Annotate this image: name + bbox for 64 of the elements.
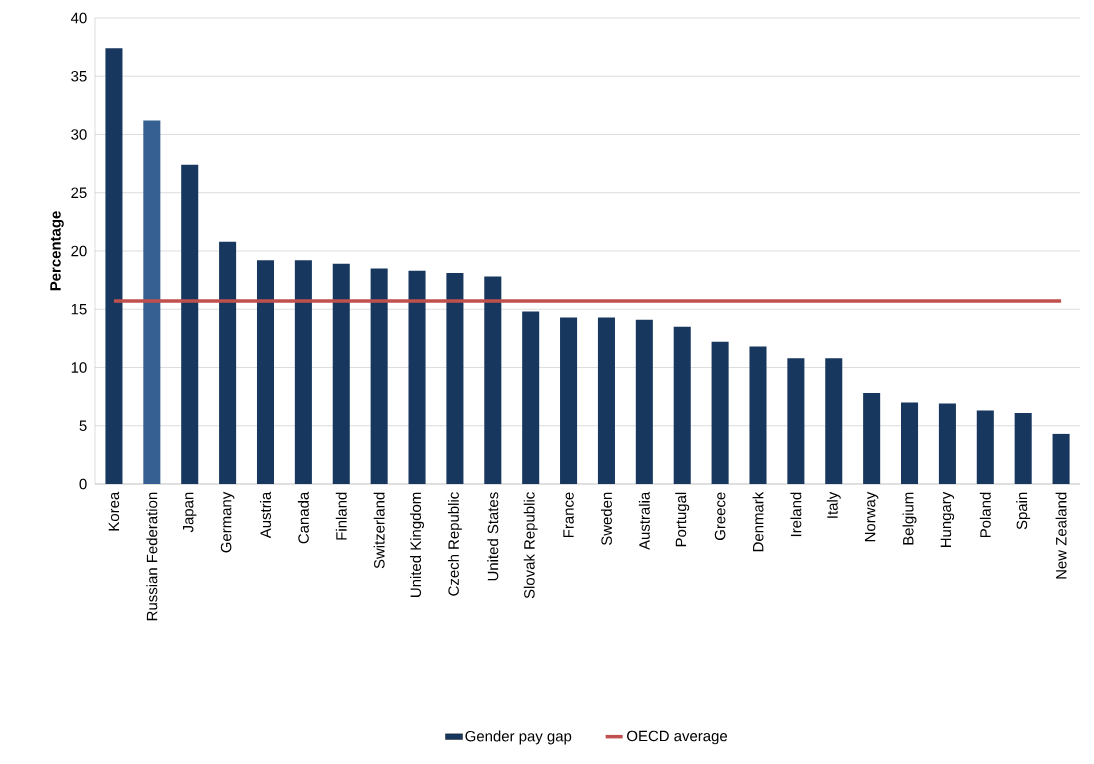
y-tick-label: 0 xyxy=(79,478,87,490)
x-tick-label: Switzerland xyxy=(373,492,385,569)
x-tick-label: Korea xyxy=(108,491,120,531)
bar xyxy=(1052,433,1070,484)
x-tick-label: Norway xyxy=(864,491,879,542)
x-tick-label: Portugal xyxy=(675,492,690,547)
bar xyxy=(408,270,426,484)
bar xyxy=(1014,412,1032,484)
bar xyxy=(181,164,199,484)
x-tick-label: Sweden xyxy=(600,492,612,546)
legend-label: OECD average xyxy=(627,730,728,745)
x-tick-label: Austria xyxy=(260,491,271,539)
x-tick-label: Hungary xyxy=(940,491,955,548)
bar xyxy=(484,276,502,484)
x-tick-label: Spain xyxy=(1016,492,1031,530)
x-tick-label: Finland xyxy=(335,492,347,540)
x-tick-label: Japan xyxy=(183,492,197,533)
x-tick-label: Russian Federation xyxy=(146,492,158,621)
y-axis-title: Percentage xyxy=(50,211,64,291)
bar xyxy=(370,268,388,484)
bar xyxy=(105,48,123,484)
bar xyxy=(522,311,540,484)
bar xyxy=(749,346,767,484)
y-tick-label: 15 xyxy=(71,304,87,315)
x-tick-label: Germany xyxy=(220,491,235,553)
bar xyxy=(143,120,161,484)
bar xyxy=(560,317,578,484)
y-tick-label: 25 xyxy=(71,187,87,199)
bar xyxy=(976,410,994,484)
x-tick-label: Italy xyxy=(826,491,841,518)
y-tick-label: 35 xyxy=(71,70,87,82)
bar xyxy=(635,319,653,484)
bar xyxy=(446,273,464,484)
x-tick-label: Greece xyxy=(714,492,726,541)
bar xyxy=(938,403,956,484)
x-tick-label: Denmark xyxy=(752,491,764,552)
x-tick-label: Australia xyxy=(638,491,650,550)
x-tick-label: Ireland xyxy=(790,492,802,537)
x-tick-label: France xyxy=(563,492,574,538)
x-tick-label: Poland xyxy=(979,492,991,538)
y-tick-label: 5 xyxy=(79,420,87,431)
x-tick-label: Slovak Republic xyxy=(523,492,538,599)
bar xyxy=(787,358,805,484)
legend-label: Gender pay gap xyxy=(465,730,572,745)
x-tick-label: New Zealand xyxy=(1055,492,1067,579)
bar xyxy=(219,241,237,484)
bar xyxy=(901,402,919,484)
x-tick-label: Czech Republic xyxy=(447,492,462,596)
y-tick-label: 40 xyxy=(70,12,87,24)
bar xyxy=(673,326,691,484)
bar xyxy=(294,260,312,484)
y-tick-label: 30 xyxy=(71,129,87,140)
x-tick-label: United States xyxy=(487,492,499,581)
bar xyxy=(711,341,729,484)
x-tick-label: United Kingdom xyxy=(410,492,424,597)
x-tick-label: Canada xyxy=(297,491,309,544)
x-tick-label: Belgium xyxy=(902,492,917,545)
bar xyxy=(332,263,350,484)
y-tick-label: 10 xyxy=(71,362,87,373)
bar xyxy=(256,260,275,484)
bar xyxy=(597,317,615,484)
bar xyxy=(825,358,843,484)
bar xyxy=(863,393,881,484)
y-tick-label: 20 xyxy=(71,245,87,257)
